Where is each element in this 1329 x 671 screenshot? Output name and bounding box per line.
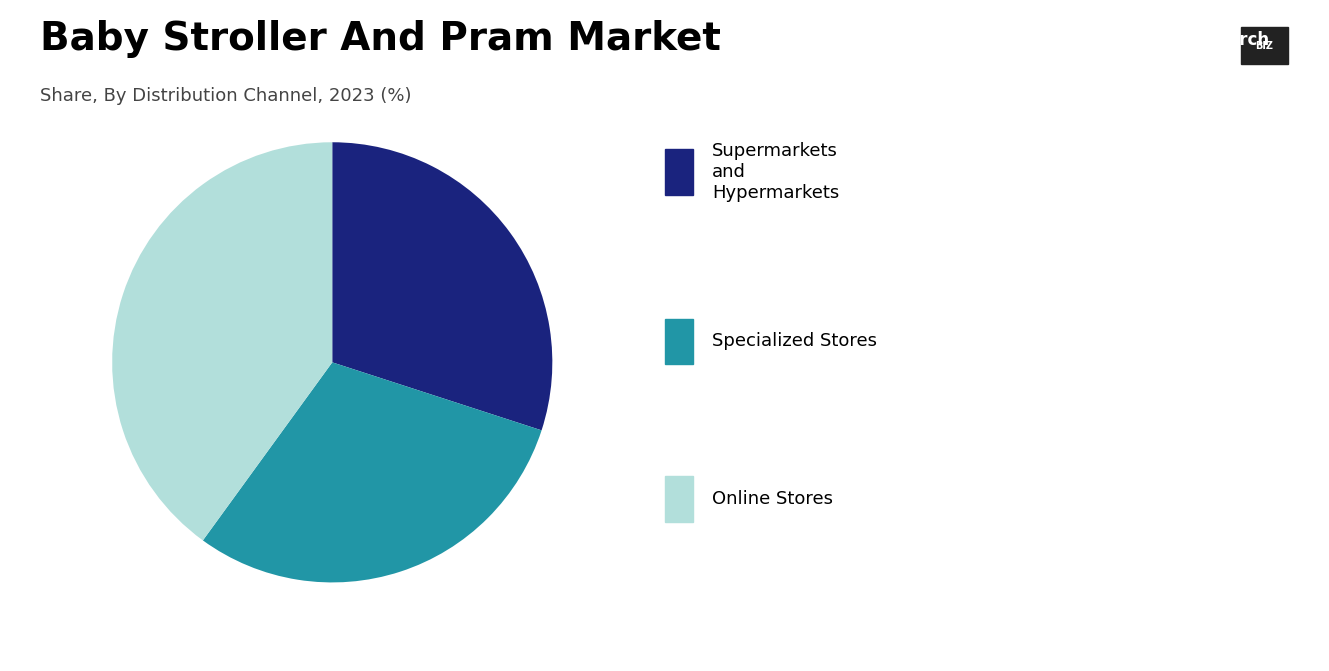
Bar: [664, 150, 694, 195]
Text: Supermarkets
and
Hypermarkets: Supermarkets and Hypermarkets: [712, 142, 840, 202]
Text: WIDE RANGE OF GLOBAL MARKET REPORTS: WIDE RANGE OF GLOBAL MARKET REPORTS: [1079, 66, 1240, 75]
Text: Specialized Stores: Specialized Stores: [712, 332, 877, 350]
Bar: [1241, 27, 1288, 64]
Text: $: $: [1146, 499, 1174, 541]
FancyArrow shape: [1223, 607, 1267, 658]
Text: BIZ: BIZ: [1256, 41, 1273, 50]
Text: Baby Stroller And Pram Market: Baby Stroller And Pram Market: [40, 20, 720, 58]
Wedge shape: [332, 142, 553, 430]
Text: Share, By Distribution Channel, 2023 (%): Share, By Distribution Channel, 2023 (%): [40, 87, 412, 105]
Text: 1.4: 1.4: [1094, 152, 1225, 224]
Text: Online Stores: Online Stores: [712, 490, 833, 508]
FancyArrow shape: [1053, 614, 1096, 658]
Wedge shape: [112, 142, 332, 540]
Bar: [664, 476, 694, 521]
Text: ✔: ✔: [1053, 30, 1076, 58]
Text: CAGR
2023-2033: CAGR 2023-2033: [1112, 415, 1207, 450]
Text: 5.4%: 5.4%: [1083, 339, 1236, 393]
Wedge shape: [203, 362, 541, 582]
FancyArrow shape: [1138, 597, 1181, 658]
Bar: [664, 319, 694, 364]
Text: MarketResearch: MarketResearch: [1118, 32, 1269, 49]
Text: Total Market Size
(USD Billion), 2023: Total Market Size (USD Billion), 2023: [1074, 254, 1245, 289]
